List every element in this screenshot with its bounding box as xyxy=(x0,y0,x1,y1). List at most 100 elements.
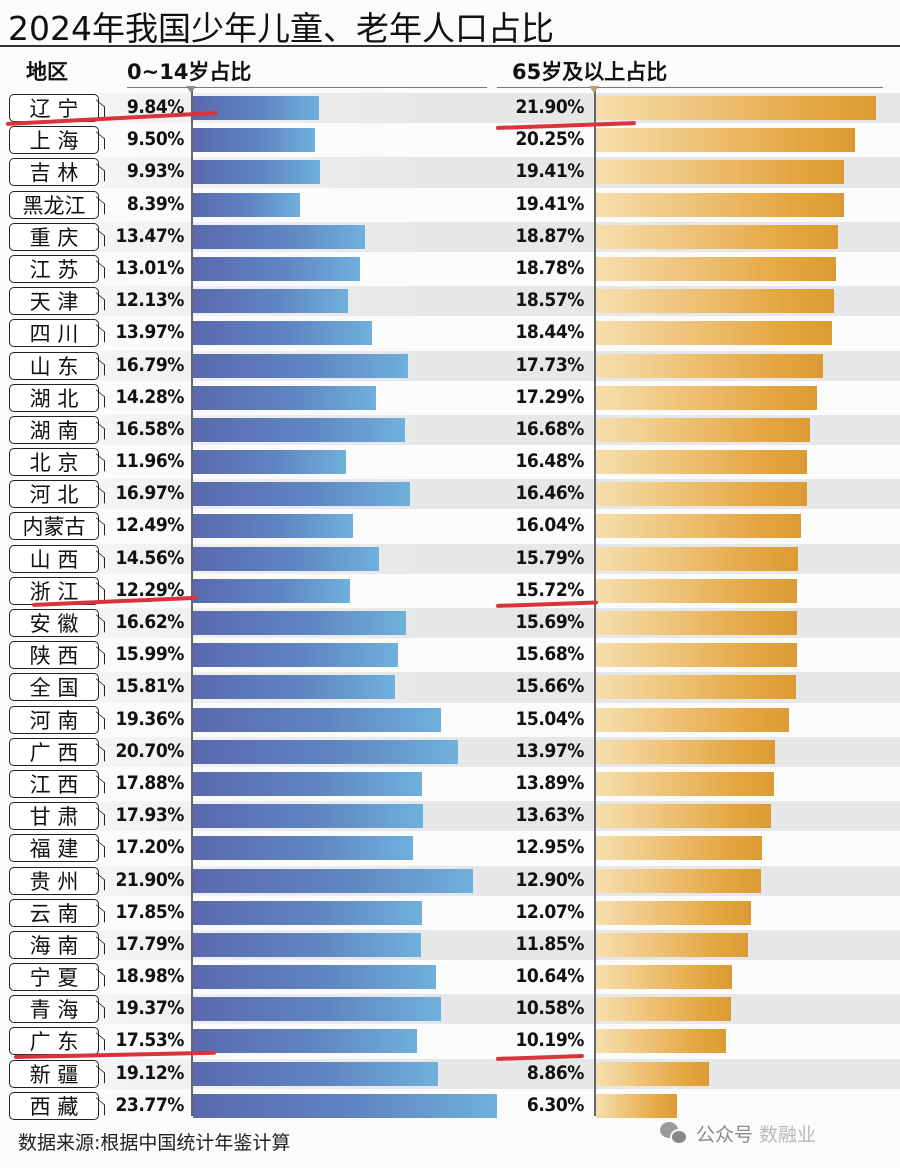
region-label: 吉 林 xyxy=(9,158,99,187)
young-share-bar xyxy=(193,256,360,281)
elderly-share-bar xyxy=(596,804,771,829)
young-share-bar xyxy=(193,417,406,442)
elderly-share-value: 17.29% xyxy=(515,385,584,408)
young-share-value: 11.96% xyxy=(115,450,184,473)
region-label: 山 西 xyxy=(9,544,99,573)
header-young-share: 0~14岁占比 xyxy=(127,60,252,84)
elderly-share-bar xyxy=(596,932,748,957)
elderly-share-value: 15.68% xyxy=(515,643,584,666)
chart-row: 海 南 17.79% 11.85% xyxy=(0,929,900,961)
elderly-share-bar xyxy=(596,900,751,925)
region-label: 山 东 xyxy=(9,351,99,380)
young-share-value: 13.01% xyxy=(115,256,184,279)
region-label: 辽 宁 xyxy=(9,94,99,122)
chart-row: 湖 北 14.28% 17.29% xyxy=(0,382,900,414)
young-share-bar xyxy=(193,1061,438,1086)
elderly-share-value: 21.90% xyxy=(515,96,584,118)
elderly-share-value: 15.72% xyxy=(515,578,584,601)
elderly-share-value: 19.41% xyxy=(515,160,584,183)
elderly-share-value: 12.95% xyxy=(515,836,584,859)
region-label: 青 海 xyxy=(9,995,99,1024)
region-label: 重 庆 xyxy=(9,222,99,251)
chart-row: 北 京 11.96% 16.48% xyxy=(0,446,900,478)
elderly-share-bar xyxy=(596,321,832,346)
young-share-value: 9.50% xyxy=(126,128,185,151)
region-label: 天 津 xyxy=(9,287,99,316)
elderly-share-bar xyxy=(596,160,845,185)
chart-row: 江 西 17.88% 13.89% xyxy=(0,768,900,800)
young-share-bar xyxy=(193,578,351,603)
chart-row: 安 徽 16.62% 15.69% xyxy=(0,607,900,639)
data-source-note: 数据来源:根据中国统计年鉴计算 xyxy=(18,1132,291,1154)
region-label: 福 建 xyxy=(9,834,99,863)
elderly-share-value: 19.41% xyxy=(515,192,584,215)
region-label: 广 东 xyxy=(9,1027,99,1056)
elderly-share-bar xyxy=(596,1029,727,1054)
elderly-share-bar xyxy=(596,450,807,475)
region-label: 河 北 xyxy=(9,480,99,509)
young-share-value: 16.79% xyxy=(115,353,184,376)
young-share-bar xyxy=(193,932,421,957)
young-share-bar xyxy=(193,321,372,346)
elderly-share-value: 13.97% xyxy=(515,739,584,762)
region-label: 浙 江 xyxy=(9,576,99,605)
region-label: 宁 夏 xyxy=(9,963,99,992)
chart-rows: 辽 宁 9.84% 21.90% 上 海 9.50% 20.25% 吉 林 9.93% 19.4… xyxy=(0,92,900,1122)
region-label: 海 南 xyxy=(9,930,99,959)
chart-row: 山 东 16.79% 17.73% xyxy=(0,350,900,382)
elderly-share-bar xyxy=(596,739,775,764)
elderly-share-bar xyxy=(596,707,789,732)
young-share-bar xyxy=(193,836,414,861)
chart-row: 河 南 19.36% 15.04% xyxy=(0,704,900,736)
young-share-value: 9.93% xyxy=(126,160,185,183)
young-share-bar xyxy=(193,771,422,796)
region-label: 西 藏 xyxy=(9,1091,99,1120)
young-share-value: 12.13% xyxy=(115,289,184,312)
watermark-prefix: 公众号 xyxy=(696,1124,754,1146)
chart-row: 内蒙古 12.49% 16.04% xyxy=(0,510,900,542)
elderly-share-value: 15.04% xyxy=(515,707,584,730)
elderly-share-bar xyxy=(596,997,732,1022)
young-share-bar xyxy=(193,965,436,990)
watermark: 公众号 数融业 xyxy=(660,1120,816,1147)
elderly-axis-marker-icon xyxy=(589,86,599,93)
elderly-share-value: 16.48% xyxy=(515,450,584,473)
young-share-value: 14.56% xyxy=(115,546,184,569)
young-share-bar xyxy=(193,450,347,475)
young-share-value: 13.47% xyxy=(115,224,184,247)
elderly-share-value: 20.25% xyxy=(515,128,584,151)
young-share-bar xyxy=(193,1029,418,1054)
elderly-share-bar xyxy=(596,353,823,378)
young-share-bar xyxy=(193,546,380,571)
chart-row: 甘 肃 17.93% 13.63% xyxy=(0,800,900,832)
young-share-value: 19.12% xyxy=(115,1061,184,1084)
elderly-share-bar xyxy=(596,546,799,571)
young-share-value: 17.79% xyxy=(115,932,184,955)
region-label: 上 海 xyxy=(9,126,99,155)
young-share-value: 19.37% xyxy=(115,997,184,1020)
elderly-share-value: 15.66% xyxy=(515,675,584,698)
elderly-share-bar xyxy=(596,1093,677,1118)
chart-row: 四 川 13.97% 18.44% xyxy=(0,317,900,349)
chart-row: 全 国 15.81% 15.66% xyxy=(0,671,900,703)
elderly-share-bar xyxy=(596,192,845,217)
young-share-bar xyxy=(193,804,423,829)
elderly-share-value: 6.30% xyxy=(526,1093,585,1116)
chart-row: 天 津 12.13% 18.57% xyxy=(0,285,900,317)
chart-row: 吉 林 9.93% 19.41% xyxy=(0,156,900,188)
young-share-bar xyxy=(193,192,301,217)
elderly-share-bar xyxy=(596,289,834,314)
young-share-bar xyxy=(193,289,349,314)
elderly-share-value: 18.87% xyxy=(515,224,584,247)
young-share-value: 19.36% xyxy=(115,707,184,730)
chart-title: 2024年我国少年儿童、老年人口占比 xyxy=(8,9,554,48)
watermark-name: 数融业 xyxy=(759,1124,817,1146)
chart-row: 福 建 17.20% 12.95% xyxy=(0,832,900,864)
young-share-value: 17.93% xyxy=(115,804,184,827)
chart-row: 云 南 17.85% 12.07% xyxy=(0,897,900,929)
elderly-share-bar xyxy=(596,1061,710,1086)
young-share-value: 17.20% xyxy=(115,836,184,859)
young-share-value: 17.53% xyxy=(115,1029,184,1052)
elderly-share-bar xyxy=(596,643,797,668)
young-share-value: 16.62% xyxy=(115,611,184,633)
